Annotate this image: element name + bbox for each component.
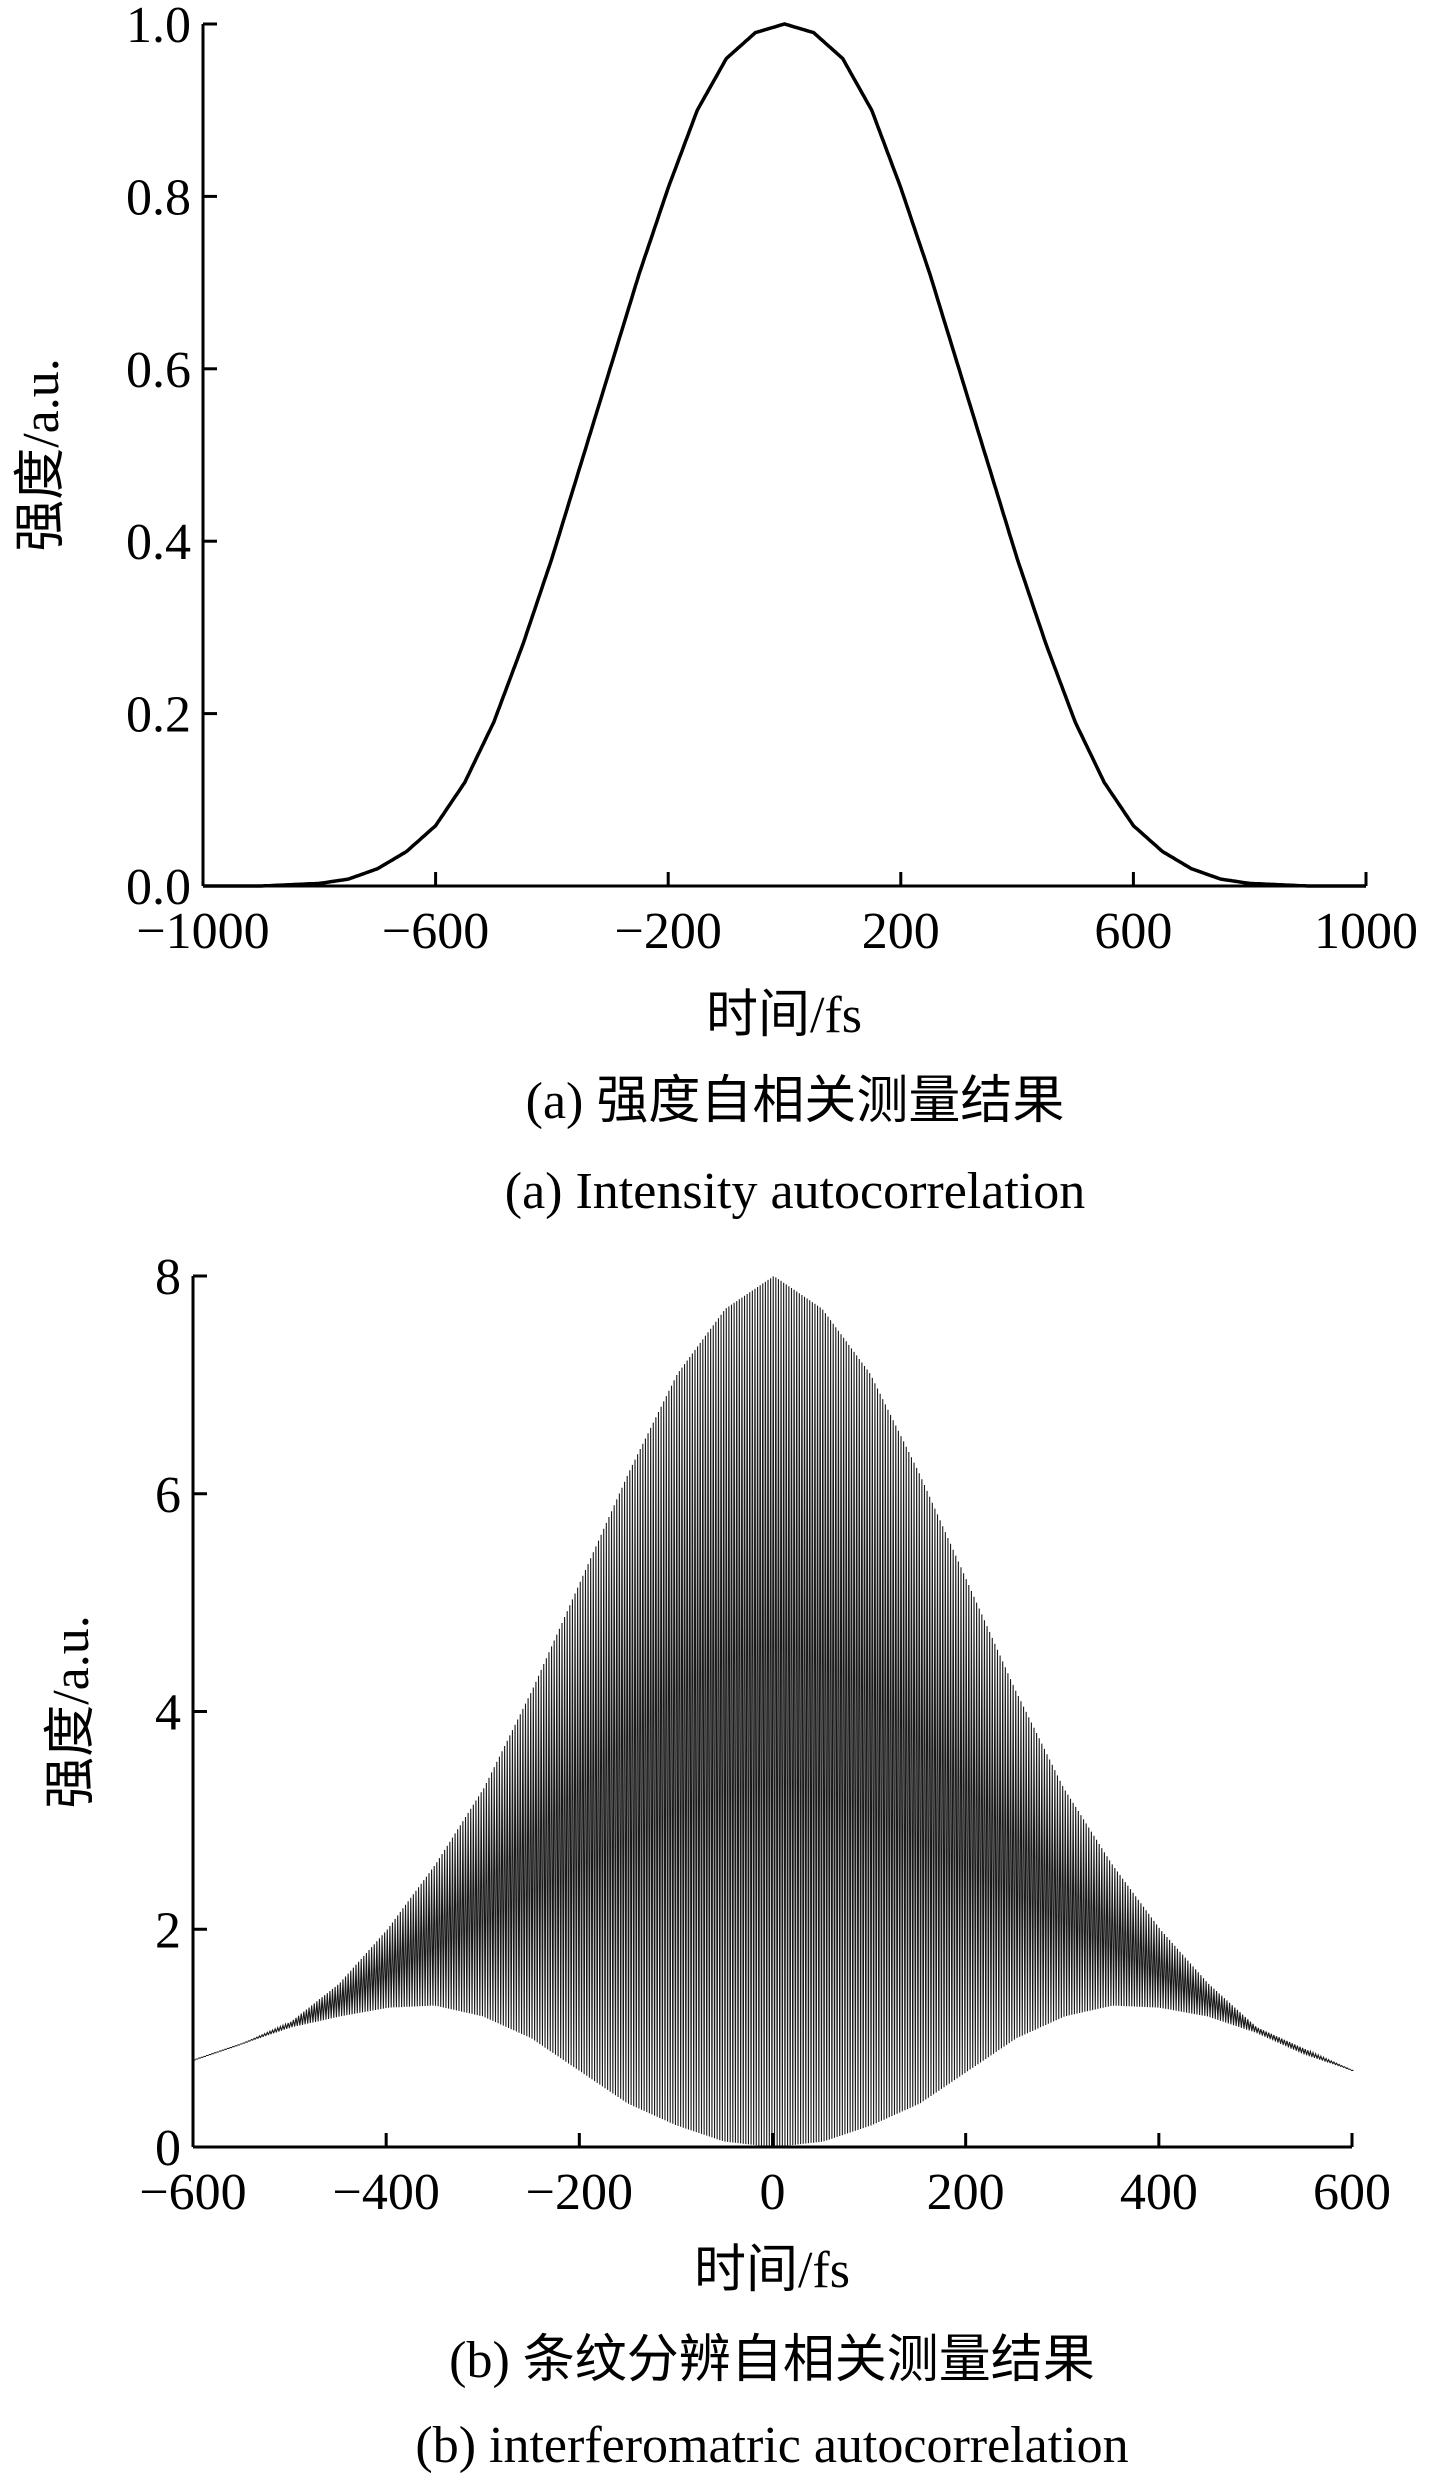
panel-b-caption-cn: (b) 条纹分辨自相关测量结果: [449, 2332, 1095, 2389]
panel-b-y-tick-label: 2: [155, 1902, 181, 1959]
panel-a-y-tick-label: 0.8: [126, 169, 191, 226]
panel-a-x-tick-label: 200: [862, 903, 940, 960]
panel-a-y-tick-label: 1.0: [126, 0, 191, 54]
panel-a-plot-area: −1000 −600 −200 200 600 1000 0.0 0.2 0.4 0.6 0.8 1.…: [126, 0, 1418, 960]
panel-b-x-tick-label: 600: [1313, 2164, 1391, 2221]
panel-a-caption-cn: (a) 强度自相关测量结果: [526, 1073, 1065, 1130]
panel-a-ticks: −1000 −600 −200 200 600 1000 0.0 0.2 0.4 0.6 0.8 1.…: [126, 0, 1418, 960]
panel-a-y-tick-label: 0.4: [126, 514, 191, 571]
panel-a-x-tick-label: −600: [382, 903, 489, 960]
panel-a-y-tick-label: 0.6: [126, 342, 191, 399]
panel-b: −600 −400 −200 0 200 400 600 0 2 4 6 8 时间/fs 强度/a.u…: [43, 1249, 1391, 2474]
panel-a-x-tick-label: −200: [615, 903, 722, 960]
panel-b-caption-en: (b) interferomatric autocorrelation: [415, 2417, 1128, 2474]
panel-a: −1000 −600 −200 200 600 1000 0.0 0.2 0.4 0.6 0.8 1.…: [13, 0, 1418, 1220]
panel-a-x-tick-label: −1000: [136, 903, 269, 960]
panel-b-x-tick-label: 400: [1120, 2164, 1198, 2221]
panel-a-xlabel: 时间/fs: [706, 987, 862, 1044]
panel-a-y-tick-label: 0.0: [126, 859, 191, 916]
panel-b-ylabel: 强度/a.u.: [43, 1615, 100, 1809]
panel-b-fringe-series: [193, 1276, 1354, 2147]
panel-b-y-tick-label: 0: [155, 2120, 181, 2177]
panel-a-ylabel: 强度/a.u.: [13, 358, 70, 552]
panel-b-x-tick-label: 0: [760, 2164, 786, 2221]
panel-b-y-tick-label: 6: [155, 1467, 181, 1524]
panel-b-y-tick-label: 4: [155, 1685, 181, 1742]
panel-a-y-tick-label: 0.2: [126, 687, 191, 744]
panel-b-ticks: −600 −400 −200 0 200 400 600 0 2 4 6 8: [139, 1249, 1391, 2221]
panel-a-x-tick-label: 600: [1094, 903, 1172, 960]
panel-a-x-tick-label: 1000: [1314, 903, 1418, 960]
panel-b-x-tick-label: −200: [526, 2164, 633, 2221]
panel-b-x-tick-label: −400: [333, 2164, 440, 2221]
panel-b-series-line: [193, 1276, 1354, 2147]
panel-b-xlabel: 时间/fs: [694, 2242, 850, 2299]
panel-b-plot-area: −600 −400 −200 0 200 400 600 0 2 4 6 8: [139, 1249, 1391, 2221]
panel-a-series-line: [203, 22, 1366, 888]
panel-a-caption-en: (a) Intensity autocorrelation: [505, 1163, 1085, 1220]
panel-b-y-tick-label: 8: [155, 1249, 181, 1306]
panel-b-x-tick-label: −600: [139, 2164, 246, 2221]
panel-b-x-tick-label: 200: [927, 2164, 1005, 2221]
